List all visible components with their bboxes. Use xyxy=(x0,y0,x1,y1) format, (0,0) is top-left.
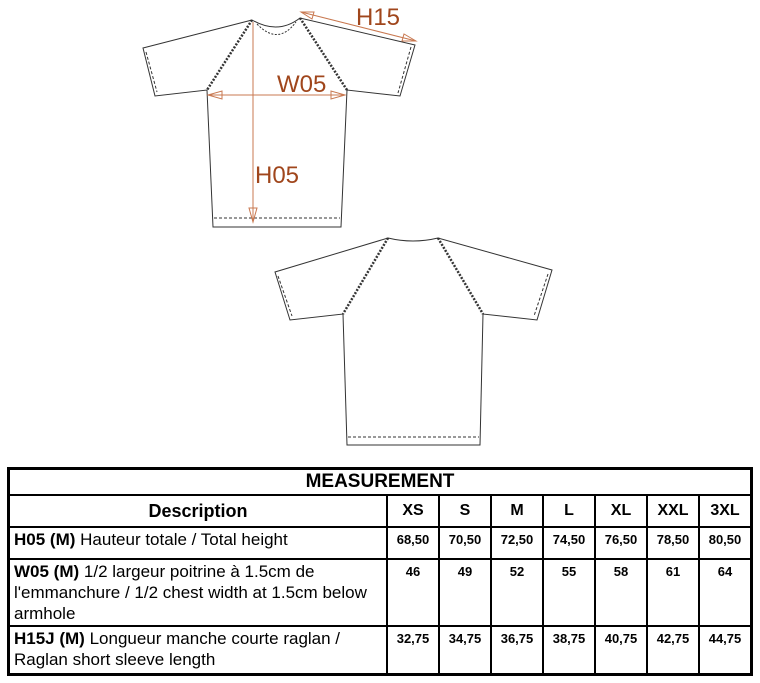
front-tshirt xyxy=(142,17,416,228)
back-tshirt xyxy=(274,237,553,446)
row-text: Hauteur totale / Total height xyxy=(75,530,288,549)
cell-value: 49 xyxy=(438,558,492,627)
size-header-l: L xyxy=(542,494,596,528)
table-header-row: Description XS S M L XL XXL 3XL xyxy=(7,494,753,528)
row-code: H15J (M) xyxy=(14,629,85,648)
cell-value: 42,75 xyxy=(646,625,700,675)
size-header-3xl: 3XL xyxy=(698,494,753,528)
size-header-xxl: XXL xyxy=(646,494,700,528)
h15-label: H15 xyxy=(356,4,400,31)
row-code: H05 (M) xyxy=(14,530,76,549)
cell-value: 61 xyxy=(646,558,700,627)
cell-value: 36,75 xyxy=(490,625,544,675)
table-title: MEASUREMENT xyxy=(7,467,753,496)
row-text: Longueur manche courte raglan / Raglan s… xyxy=(14,629,341,669)
size-header-s: S xyxy=(438,494,492,528)
tshirt-technical-drawing: H15 W05 H05 xyxy=(142,4,553,446)
description-header: Description xyxy=(7,494,388,528)
w05-label: W05 xyxy=(277,71,326,98)
cell-value: 80,50 xyxy=(698,526,753,560)
cell-value: 70,50 xyxy=(438,526,492,560)
row-description: W05 (M) 1/2 largeur poitrine à 1.5cm de … xyxy=(7,558,388,627)
cell-value: 78,50 xyxy=(646,526,700,560)
table-row: W05 (M) 1/2 largeur poitrine à 1.5cm de … xyxy=(7,558,753,627)
cell-value: 64 xyxy=(698,558,753,627)
cell-value: 34,75 xyxy=(438,625,492,675)
cell-value: 72,50 xyxy=(490,526,544,560)
size-header-xs: XS xyxy=(386,494,440,528)
cell-value: 58 xyxy=(594,558,648,627)
table-row: H05 (M) Hauteur totale / Total height 68… xyxy=(7,526,753,560)
cell-value: 68,50 xyxy=(386,526,440,560)
cell-value: 44,75 xyxy=(698,625,753,675)
row-description: H05 (M) Hauteur totale / Total height xyxy=(7,526,388,560)
size-header-xl: XL xyxy=(594,494,648,528)
row-code: W05 (M) xyxy=(14,562,80,581)
h05-label: H05 xyxy=(255,162,299,189)
measurement-table: MEASUREMENT Description XS S M L XL XXL … xyxy=(7,467,753,676)
row-text: 1/2 largeur poitrine à 1.5cm de l'emmanc… xyxy=(14,562,367,623)
cell-value: 38,75 xyxy=(542,625,596,675)
row-description: H15J (M) Longueur manche courte raglan /… xyxy=(7,625,388,675)
cell-value: 46 xyxy=(386,558,440,627)
cell-value: 32,75 xyxy=(386,625,440,675)
cell-value: 40,75 xyxy=(594,625,648,675)
cell-value: 55 xyxy=(542,558,596,627)
cell-value: 76,50 xyxy=(594,526,648,560)
size-header-m: M xyxy=(490,494,544,528)
cell-value: 74,50 xyxy=(542,526,596,560)
measurement-arrows xyxy=(206,11,418,224)
cell-value: 52 xyxy=(490,558,544,627)
table-row: H15J (M) Longueur manche courte raglan /… xyxy=(7,625,753,675)
